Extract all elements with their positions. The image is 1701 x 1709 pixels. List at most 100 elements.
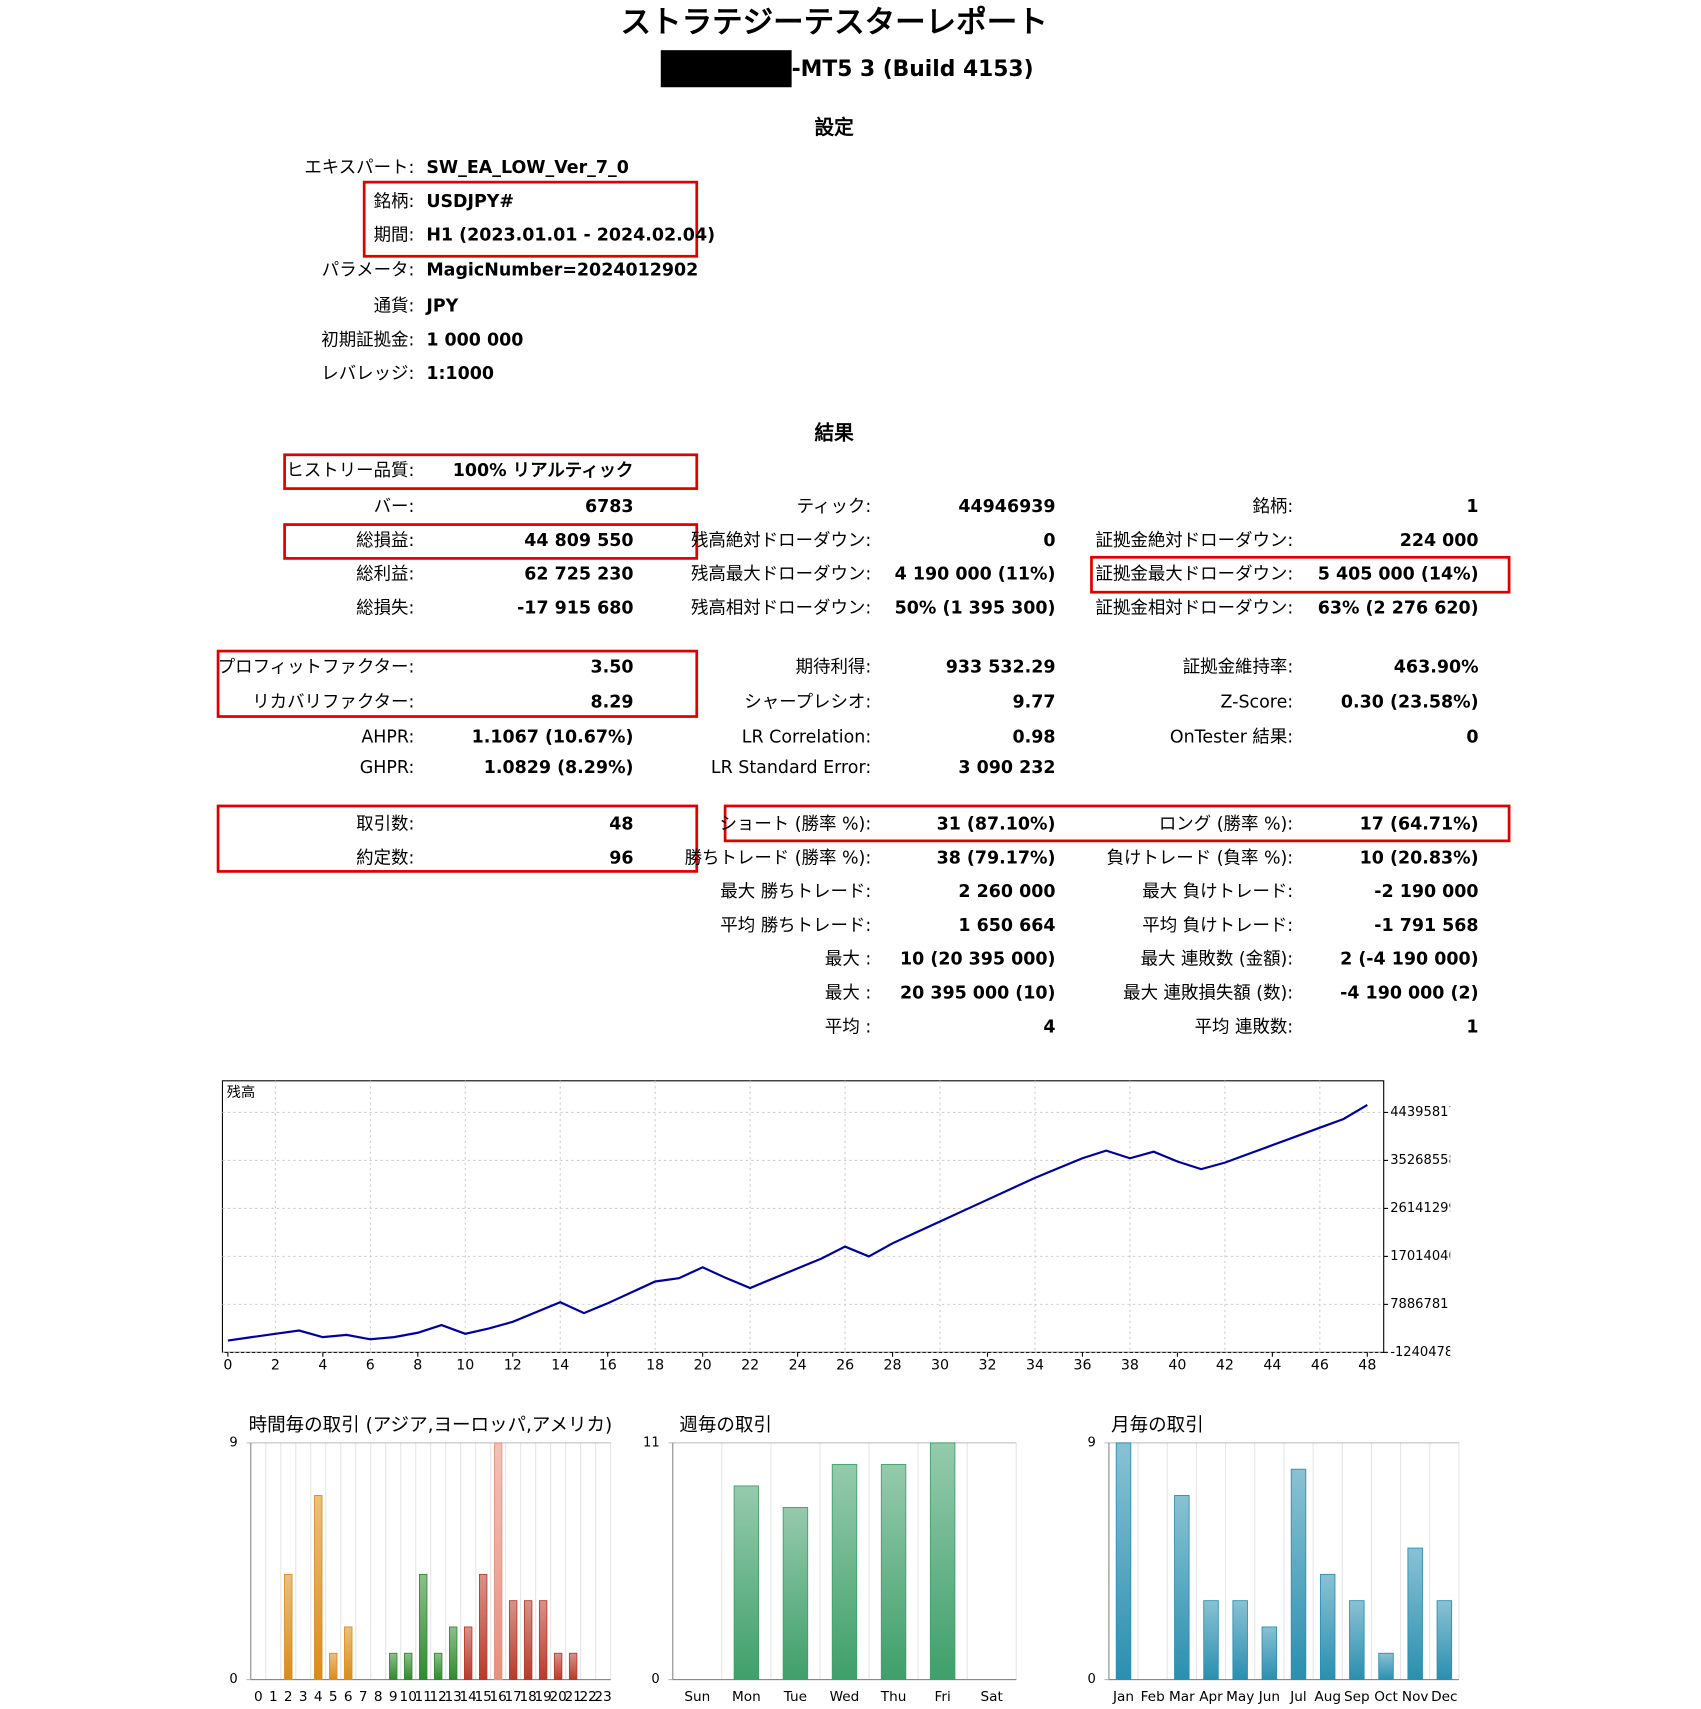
result-value: 48: [609, 815, 633, 835]
x-tick-label: Sun: [684, 1689, 710, 1705]
result-value: 2 (-4 190 000): [1340, 950, 1478, 970]
bar: [1115, 1442, 1132, 1680]
bar: [314, 1495, 323, 1680]
result-label: 期待利得:: [796, 657, 872, 677]
x-tick-label: 18: [519, 1689, 536, 1705]
result-label: 最大 :: [825, 950, 871, 970]
result-label: 平均 連敗数:: [1195, 1017, 1294, 1037]
bar: [782, 1506, 809, 1680]
bar: [1407, 1547, 1423, 1680]
report-title: ストラテジーテスターレポート: [621, 5, 1048, 40]
x-tick-label: 28: [884, 1357, 902, 1373]
result-label: LR Correlation:: [742, 727, 871, 747]
y-tick-label: 0: [229, 1672, 237, 1687]
x-tick-label: Tue: [783, 1689, 807, 1705]
result-value: 63% (2 276 620): [1318, 599, 1479, 619]
x-tick-label: Mon: [732, 1689, 761, 1705]
x-tick-label: 12: [504, 1357, 522, 1373]
result-value: 31 (87.10%): [937, 815, 1056, 835]
y-tick-label: 0: [1088, 1672, 1096, 1687]
x-tick-label: 2: [271, 1357, 280, 1373]
result-value: 0.30 (23.58%): [1341, 692, 1479, 712]
result-value: 1: [1466, 497, 1478, 517]
y-tick-label: 9: [229, 1435, 237, 1450]
result-value: 933 532.29: [946, 657, 1056, 677]
x-tick-label: 20: [549, 1689, 566, 1705]
y-tick-label: 44395817: [1390, 1105, 1457, 1120]
result-value: 224 000: [1400, 531, 1479, 551]
result-value: 4: [1043, 1017, 1055, 1037]
y-tick-label: 7886781: [1390, 1297, 1448, 1312]
result-label: リカバリファクター:: [252, 692, 414, 712]
result-value: 0.98: [1012, 727, 1055, 747]
bar: [449, 1626, 458, 1680]
x-tick-label: Aug: [1314, 1689, 1341, 1705]
result-label: 取引数:: [356, 815, 414, 835]
result-value: 1 650 664: [958, 916, 1055, 936]
result-value: 10 (20.83%): [1360, 848, 1479, 868]
result-value: 5 405 000 (14%): [1318, 565, 1479, 585]
result-value: 0: [1043, 531, 1055, 551]
result-value: 6783: [585, 497, 634, 517]
result-value: -17 915 680: [517, 599, 633, 619]
x-tick-label: 0: [223, 1357, 232, 1373]
bar: [568, 1652, 578, 1680]
bar: [1378, 1652, 1394, 1680]
result-value: 20 395 000 (10): [900, 984, 1055, 1004]
highlight-box: [723, 804, 1511, 843]
plot-frame: [221, 1080, 1385, 1353]
result-label: プロフィットファクター:: [218, 657, 415, 677]
highlight-box: [283, 453, 699, 490]
x-tick-label: 8: [374, 1689, 383, 1705]
setting-label: 期間:: [374, 226, 415, 246]
bar: [1436, 1600, 1453, 1680]
result-label: 総損失:: [356, 599, 414, 619]
bar: [1319, 1573, 1336, 1680]
result-value: 3.50: [590, 657, 633, 677]
result-label: 最大 勝ちトレード:: [720, 882, 871, 902]
bar: [419, 1573, 428, 1680]
x-tick-label: Feb: [1141, 1689, 1165, 1705]
x-tick-label: May: [1226, 1689, 1254, 1705]
bar: [284, 1573, 293, 1680]
bar: [1203, 1600, 1219, 1680]
x-tick-label: Jan: [1112, 1689, 1134, 1705]
x-tick-label: Sat: [981, 1689, 1004, 1705]
result-value: -1 791 568: [1374, 916, 1478, 936]
x-tick-label: 36: [1073, 1357, 1091, 1373]
x-tick-label: Apr: [1199, 1689, 1223, 1705]
result-label: Z-Score:: [1221, 692, 1294, 712]
result-value: 100% リアルティック: [453, 461, 634, 481]
result-label: 総損益:: [356, 531, 414, 551]
bar: [478, 1573, 488, 1680]
result-value: 96: [609, 848, 633, 868]
setting-label: エキスパート:: [304, 158, 414, 178]
chart-title: 残高: [227, 1084, 255, 1101]
x-tick-label: 10: [400, 1689, 417, 1705]
x-tick-label: 40: [1168, 1357, 1186, 1373]
result-value: 44946939: [958, 497, 1055, 517]
x-tick-label: 34: [1026, 1357, 1044, 1373]
result-label: 最大 :: [825, 984, 871, 1004]
x-tick-label: 12: [430, 1689, 447, 1705]
result-label: バー:: [374, 497, 415, 517]
x-tick-label: 5: [329, 1689, 338, 1705]
x-tick-label: Jul: [1289, 1689, 1306, 1705]
x-tick-label: 44: [1263, 1357, 1281, 1373]
x-tick-label: Mar: [1169, 1689, 1195, 1705]
result-label: GHPR:: [360, 758, 415, 778]
chart-title: 週毎の取引: [679, 1415, 772, 1436]
x-tick-label: 32: [979, 1357, 997, 1373]
x-tick-label: Sep: [1344, 1689, 1370, 1705]
bar: [404, 1652, 413, 1680]
y-tick-label: 9: [1088, 1435, 1096, 1450]
x-tick-label: 22: [579, 1689, 596, 1705]
result-label: 最大 連敗損失額 (数):: [1123, 984, 1293, 1004]
x-tick-label: Jun: [1258, 1689, 1280, 1705]
x-tick-label: 1: [269, 1689, 278, 1705]
result-label: 勝ちトレード (勝率 %):: [685, 848, 872, 868]
setting-value: SW_EA_LOW_Ver_7_0: [426, 158, 629, 178]
result-value: 17 (64.71%): [1360, 815, 1479, 835]
x-tick-label: 16: [489, 1689, 506, 1705]
x-tick-label: 17: [504, 1689, 521, 1705]
